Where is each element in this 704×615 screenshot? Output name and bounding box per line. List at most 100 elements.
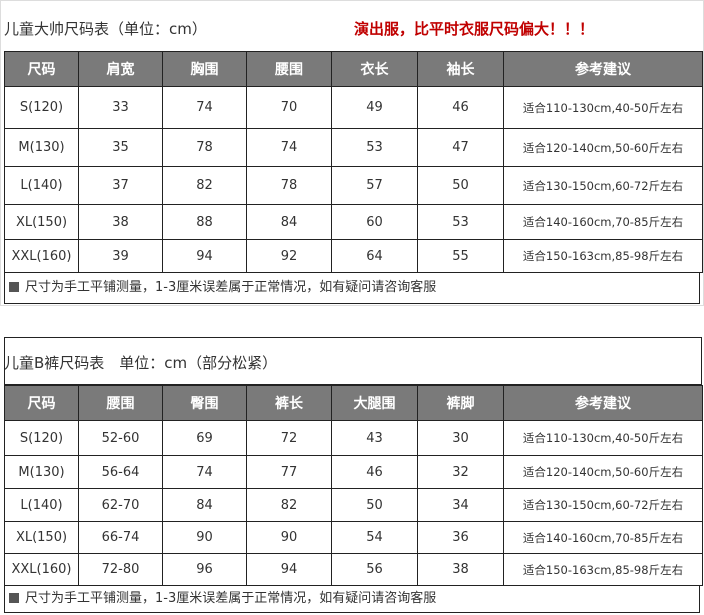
suggestion-cell: 适合130-150cm,60-72斤左右	[503, 488, 703, 522]
table-cell: 72-80	[78, 553, 163, 586]
table-cell: M(130)	[4, 128, 79, 167]
column-header: 裤脚	[417, 385, 504, 421]
column-header: 参考建议	[503, 51, 703, 87]
table-cell: XL(150)	[4, 204, 79, 240]
table-cell: 88	[162, 204, 247, 240]
table-cell: S(120)	[4, 86, 79, 129]
table-row: XL(150) 38 88 84 60 53 适合140-160cm,70-85斤左右	[4, 204, 703, 240]
column-header: 腰围	[78, 385, 163, 421]
table-row: XXL(160) 39 94 92 64 55 适合150-163cm,85-98斤左右	[4, 239, 703, 273]
top-size-table: 尺码 肩宽 胸围 腰围 衣长 袖长 参考建议 S(120) 33 74 70 49 46 适合110-13…	[4, 51, 703, 273]
header-row: 尺码 腰围 臀围 裤长 大腿围 裤脚 参考建议	[4, 385, 703, 421]
column-header: 尺码	[4, 385, 79, 421]
table-cell: 30	[417, 420, 504, 456]
table-cell: 53	[331, 128, 418, 167]
table-cell: XXL(160)	[4, 553, 79, 586]
table-row: S(120) 33 74 70 49 46 适合110-130cm,40-50斤左右	[4, 86, 703, 129]
column-header: 大腿围	[331, 385, 418, 421]
table-cell: 92	[246, 239, 332, 273]
column-header: 臀围	[162, 385, 247, 421]
table-cell: L(140)	[4, 488, 79, 522]
table-cell: 84	[246, 204, 332, 240]
header-row: 尺码 肩宽 胸围 腰围 衣长 袖长 参考建议	[4, 51, 703, 87]
square-bullet-icon	[9, 282, 19, 292]
column-header: 衣长	[331, 51, 418, 87]
table-cell: XXL(160)	[4, 239, 79, 273]
table-cell: 62-70	[78, 488, 163, 522]
table-row: M(130) 35 78 74 53 47 适合120-140cm,50-60斤左右	[4, 128, 703, 167]
table-row: XXL(160) 72-80 96 94 56 38 适合150-163cm,85-98斤左…	[4, 553, 703, 586]
table-cell: 56	[331, 553, 418, 586]
table-cell: 56-64	[78, 455, 163, 489]
table-cell: 50	[417, 166, 504, 205]
top-note: 尺寸为手工平铺测量，1-3厘米误差属于正常情况，如有疑问请咨询客服	[4, 272, 700, 304]
suggestion-cell: 适合120-140cm,50-60斤左右	[503, 455, 703, 489]
column-header: 肩宽	[78, 51, 163, 87]
table-row: M(130) 56-64 74 77 46 32 适合120-140cm,50-60斤左右	[4, 455, 703, 489]
bottom-table-title: 儿童B裤尺码表 单位：cm（部分松紧）	[4, 354, 278, 372]
suggestion-cell: 适合140-160cm,70-85斤左右	[503, 521, 703, 554]
column-header: 袖长	[417, 51, 504, 87]
table-cell: 72	[246, 420, 332, 456]
table-cell: 66-74	[78, 521, 163, 554]
table-cell: 50	[331, 488, 418, 522]
suggestion-cell: 适合150-163cm,85-98斤左右	[503, 553, 703, 586]
table-row: L(140) 62-70 84 82 50 34 适合130-150cm,60-72斤左右	[4, 488, 703, 522]
table-cell: 46	[331, 455, 418, 489]
column-header: 胸围	[162, 51, 247, 87]
table-cell: 52-60	[78, 420, 163, 456]
column-header: 裤长	[246, 385, 332, 421]
bottom-note: 尺寸为手工平铺测量，1-3厘米误差属于正常情况，如有疑问请咨询客服	[4, 585, 700, 613]
table-cell: 77	[246, 455, 332, 489]
suggestion-cell: 适合120-140cm,50-60斤左右	[503, 128, 703, 167]
table-cell: 32	[417, 455, 504, 489]
table-cell: 82	[246, 488, 332, 522]
table-cell: 49	[331, 86, 418, 129]
suggestion-cell: 适合110-130cm,40-50斤左右	[503, 86, 703, 129]
table-cell: 53	[417, 204, 504, 240]
note-text: 尺寸为手工平铺测量，1-3厘米误差属于正常情况，如有疑问请咨询客服	[25, 591, 437, 606]
table-cell: 96	[162, 553, 247, 586]
table-cell: 34	[417, 488, 504, 522]
column-header: 参考建议	[503, 385, 703, 421]
note-text: 尺寸为手工平铺测量，1-3厘米误差属于正常情况，如有疑问请咨询客服	[25, 280, 437, 295]
table-cell: 43	[331, 420, 418, 456]
bottom-size-table: 尺码 腰围 臀围 裤长 大腿围 裤脚 参考建议 S(120) 52-60 69 72 43 30 适合11…	[4, 385, 703, 586]
table-cell: 70	[246, 86, 332, 129]
column-header: 尺码	[4, 51, 79, 87]
table-cell: 74	[162, 86, 247, 129]
table-cell: 38	[417, 553, 504, 586]
table-cell: 57	[331, 166, 418, 205]
column-header: 腰围	[246, 51, 332, 87]
table-cell: 64	[331, 239, 418, 273]
table-row: L(140) 37 82 78 57 50 适合130-150cm,60-72斤左右	[4, 166, 703, 205]
table-cell: 74	[246, 128, 332, 167]
table-cell: 69	[162, 420, 247, 456]
table-cell: 54	[331, 521, 418, 554]
table-cell: 78	[162, 128, 247, 167]
table-cell: 94	[162, 239, 247, 273]
table-cell: 94	[246, 553, 332, 586]
table-cell: 84	[162, 488, 247, 522]
table-cell: L(140)	[4, 166, 79, 205]
table-cell: XL(150)	[4, 521, 79, 554]
table-cell: 46	[417, 86, 504, 129]
table-cell: 33	[78, 86, 163, 129]
table-cell: 74	[162, 455, 247, 489]
table-cell: 90	[246, 521, 332, 554]
table-cell: 55	[417, 239, 504, 273]
table-cell: 36	[417, 521, 504, 554]
table-cell: 78	[246, 166, 332, 205]
table-cell: 47	[417, 128, 504, 167]
suggestion-cell: 适合150-163cm,85-98斤左右	[503, 239, 703, 273]
top-table-title: 儿童大帅尺码表（单位：cm）	[4, 20, 207, 38]
size-warning: 演出服，比平时衣服尺码偏大！！！	[354, 20, 595, 38]
table-row: XL(150) 66-74 90 90 54 36 适合140-160cm,70-85斤左右	[4, 521, 703, 554]
bottom-title-box	[4, 337, 702, 385]
suggestion-cell: 适合140-160cm,70-85斤左右	[503, 204, 703, 240]
table-cell: S(120)	[4, 420, 79, 456]
table-cell: 35	[78, 128, 163, 167]
table-cell: 90	[162, 521, 247, 554]
suggestion-cell: 适合130-150cm,60-72斤左右	[503, 166, 703, 205]
square-bullet-icon	[9, 593, 19, 603]
